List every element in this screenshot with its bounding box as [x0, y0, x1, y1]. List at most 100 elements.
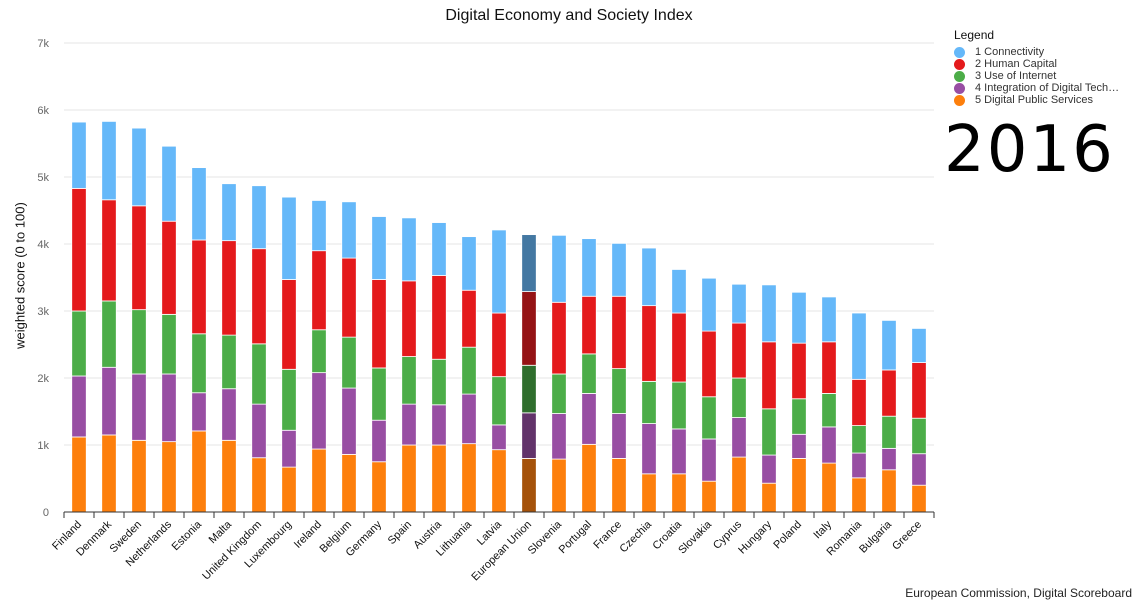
legend-swatch: [954, 70, 965, 82]
bar-segment: [581, 443, 597, 513]
legend-label: 2 Human Capital: [975, 58, 1057, 70]
bar-segment: [521, 234, 537, 292]
legend-item-connectivity[interactable]: 1 Connectivity: [954, 46, 1119, 58]
bar-segment: [731, 283, 747, 324]
bar-segment: [701, 330, 717, 398]
bar-segment: [161, 145, 177, 222]
legend-item-integration-digital-tech[interactable]: 4 Integration of Digital Tech…: [954, 82, 1119, 94]
bar-segment: [401, 217, 417, 282]
bar-segment: [641, 247, 657, 307]
bar-segment: [611, 413, 627, 459]
bar-segment: [431, 275, 447, 360]
x-tick-label: Slovakia: [676, 518, 715, 557]
bar-segment: [731, 322, 747, 379]
legend-label: 4 Integration of Digital Tech…: [975, 82, 1120, 94]
bar-segment: [101, 434, 117, 513]
legend-item-use-of-internet[interactable]: 3 Use of Internet: [954, 70, 1119, 82]
bar-segment: [581, 238, 597, 297]
bar-segment: [581, 393, 597, 445]
bar-segment: [671, 312, 687, 383]
bar-segment: [911, 362, 927, 419]
bar-segment: [221, 183, 237, 242]
bar-segment: [641, 473, 657, 513]
bar-segment: [821, 462, 837, 513]
bar-segment: [131, 373, 147, 441]
y-tick-label: 6k: [37, 105, 49, 117]
bar-segment: [191, 333, 207, 394]
bar-segment: [671, 269, 687, 314]
y-tick-label: 0: [43, 507, 49, 519]
bar-segment: [71, 187, 87, 312]
bar-segment: [551, 373, 567, 414]
bar-segment: [401, 280, 417, 357]
y-tick-label: 5k: [37, 172, 49, 184]
bar-segment: [371, 279, 387, 369]
bar-segment: [551, 458, 567, 513]
bar-segment: [161, 313, 177, 375]
bar-segment: [71, 121, 87, 189]
x-tick-label: Hungary: [736, 518, 774, 556]
bar-segment: [641, 423, 657, 475]
bar-segment: [881, 319, 897, 371]
bar-segment: [671, 381, 687, 430]
legend-swatch: [954, 58, 965, 70]
bar-segment: [851, 477, 867, 513]
bar-segment: [251, 457, 267, 513]
bar-segment: [671, 428, 687, 475]
bar-segment: [821, 341, 837, 394]
bar-segment: [101, 199, 117, 302]
bar-segment: [911, 453, 927, 486]
x-tick-label: Estonia: [170, 518, 205, 553]
legend-item-human-capital[interactable]: 2 Human Capital: [954, 58, 1119, 70]
bar-segment: [491, 449, 507, 513]
bar-segment: [641, 380, 657, 424]
bar-segment: [491, 424, 507, 451]
bar-segment: [191, 430, 207, 513]
bar-segment: [701, 277, 717, 332]
bar-segment: [221, 439, 237, 513]
legend-item-digital-public-services[interactable]: 5 Digital Public Services: [954, 94, 1119, 106]
bar-segment: [881, 415, 897, 449]
bar-segment: [341, 336, 357, 389]
bar-segment: [581, 295, 597, 355]
bar-segment: [341, 201, 357, 259]
bar-segment: [791, 433, 807, 459]
bar-segment: [191, 392, 207, 432]
bar-segment: [821, 393, 837, 428]
bar-segment: [611, 368, 627, 414]
chart-title: Digital Economy and Society Index: [445, 7, 693, 24]
bar-segment: [251, 343, 267, 405]
y-tick-label: 3k: [37, 306, 49, 318]
bar-segment: [221, 334, 237, 390]
bar-segment: [491, 229, 507, 314]
bar-segment: [821, 426, 837, 464]
bar-segment: [311, 250, 327, 331]
year-label: 2016: [944, 113, 1115, 187]
bar-segment: [341, 453, 357, 513]
bar-segment: [281, 279, 297, 370]
bar-segment: [821, 296, 837, 343]
bar-segment: [881, 469, 897, 513]
bar-segment: [911, 328, 927, 363]
bar-segment: [131, 127, 147, 207]
bar-segment: [311, 372, 327, 450]
bar-segment: [761, 482, 777, 513]
bar-segment: [311, 448, 327, 513]
bar-segment: [731, 417, 747, 458]
bar-segment: [311, 329, 327, 374]
bar-segment: [131, 205, 147, 311]
bar-segment: [101, 120, 117, 201]
x-tick-label: Spain: [386, 519, 414, 547]
bar-segment: [341, 257, 357, 338]
bar-segment: [221, 240, 237, 336]
bar-segment: [431, 444, 447, 513]
bar-segment: [341, 387, 357, 455]
bar-segment: [461, 443, 477, 513]
bar-segment: [71, 436, 87, 513]
bar-segment: [581, 353, 597, 394]
legend-swatch: [954, 46, 965, 58]
bar-segment: [251, 185, 267, 250]
bar-segment: [611, 457, 627, 513]
legend: Legend 1 Connectivity 2 Human Capital 3 …: [954, 28, 1119, 106]
